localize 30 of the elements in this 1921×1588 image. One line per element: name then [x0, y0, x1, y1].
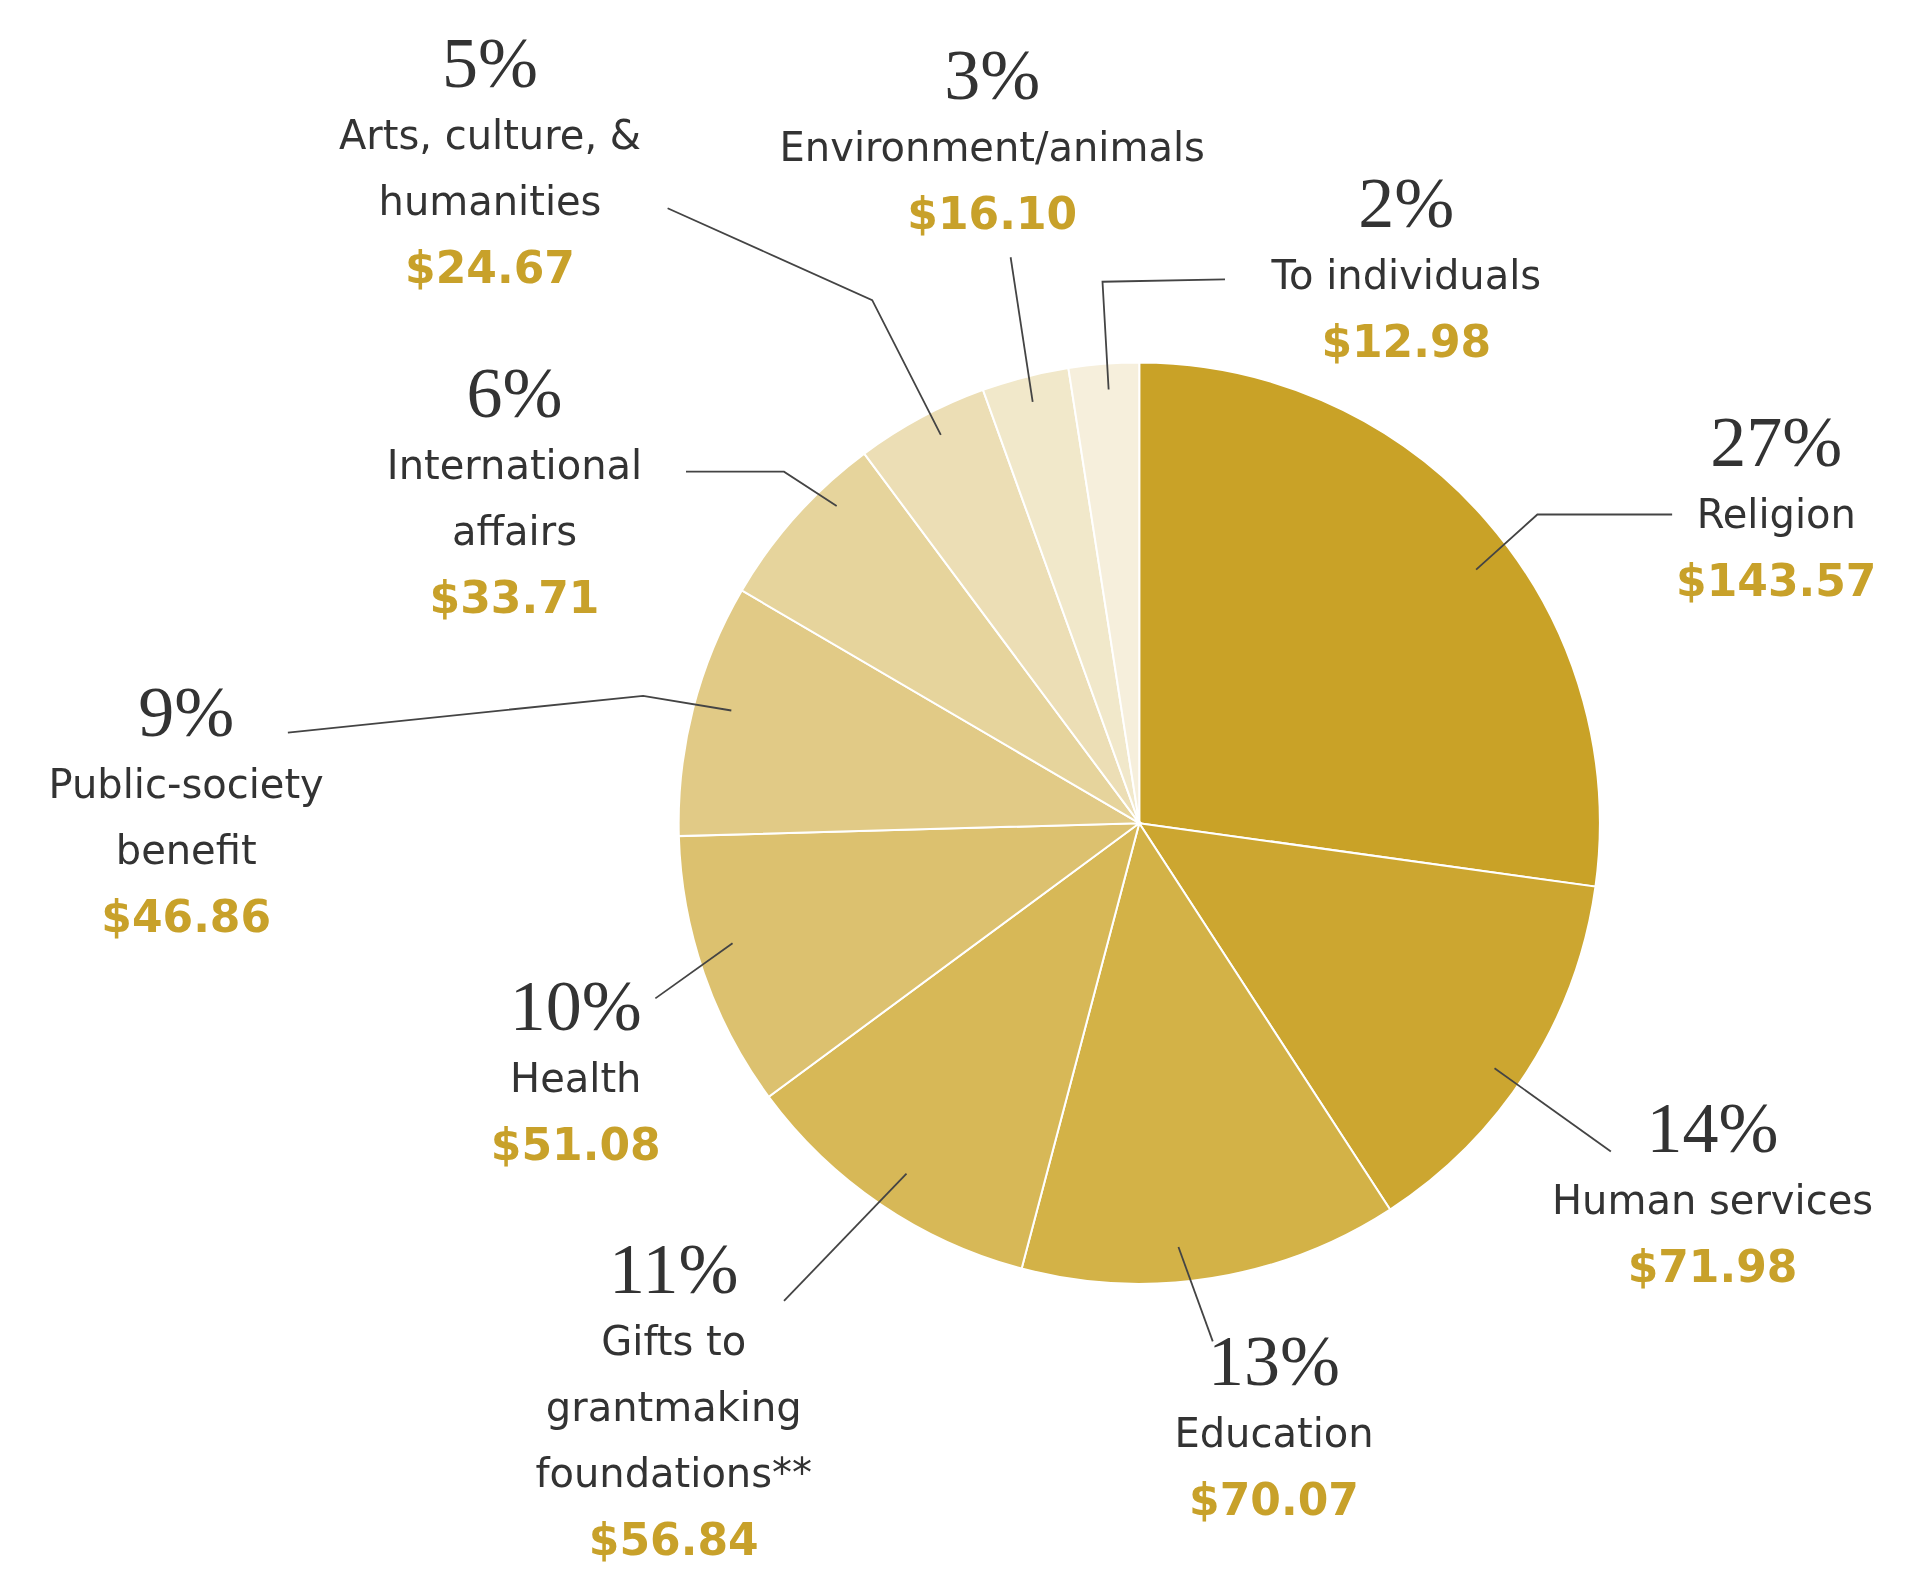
data-label: $16.10	[907, 187, 1078, 239]
text: 27%	[1710, 402, 1843, 483]
data-label: $46.86	[101, 890, 272, 942]
text: 13%	[1208, 1321, 1340, 1401]
slice-label: Environment/animals	[779, 123, 1205, 170]
data-label: $70.07	[1189, 1474, 1359, 1525]
data-label: $71.98	[1627, 1241, 1798, 1293]
text: 3%	[944, 34, 1041, 115]
text: 10%	[509, 965, 642, 1046]
slice-label: Arts, culture, & humanities	[338, 111, 642, 224]
slice-label: Religion	[1696, 491, 1856, 538]
data-label: $12.98	[1321, 316, 1492, 368]
text: 6%	[466, 353, 563, 434]
text: 5%	[442, 22, 538, 103]
data-label: $33.71	[429, 572, 600, 624]
data-label: $51.08	[490, 1118, 661, 1170]
slice-label: Gifts to grantmaking foundations**	[535, 1318, 813, 1497]
data-label: $24.67	[405, 241, 575, 293]
slice-label: To individuals	[1270, 252, 1542, 299]
slice-label: Public-society benefit	[48, 760, 324, 873]
slice-label: International affairs	[386, 442, 643, 555]
slice-label: Human services	[1552, 1177, 1874, 1224]
data-label: $143.57	[1676, 555, 1877, 607]
text: 2%	[1358, 163, 1455, 244]
text: 9%	[138, 671, 235, 752]
text: 14%	[1646, 1088, 1779, 1169]
data-label: $56.84	[588, 1514, 759, 1566]
slice-label: Education	[1174, 1410, 1374, 1456]
text: 11%	[609, 1229, 739, 1310]
slice-label: Health	[510, 1054, 642, 1101]
